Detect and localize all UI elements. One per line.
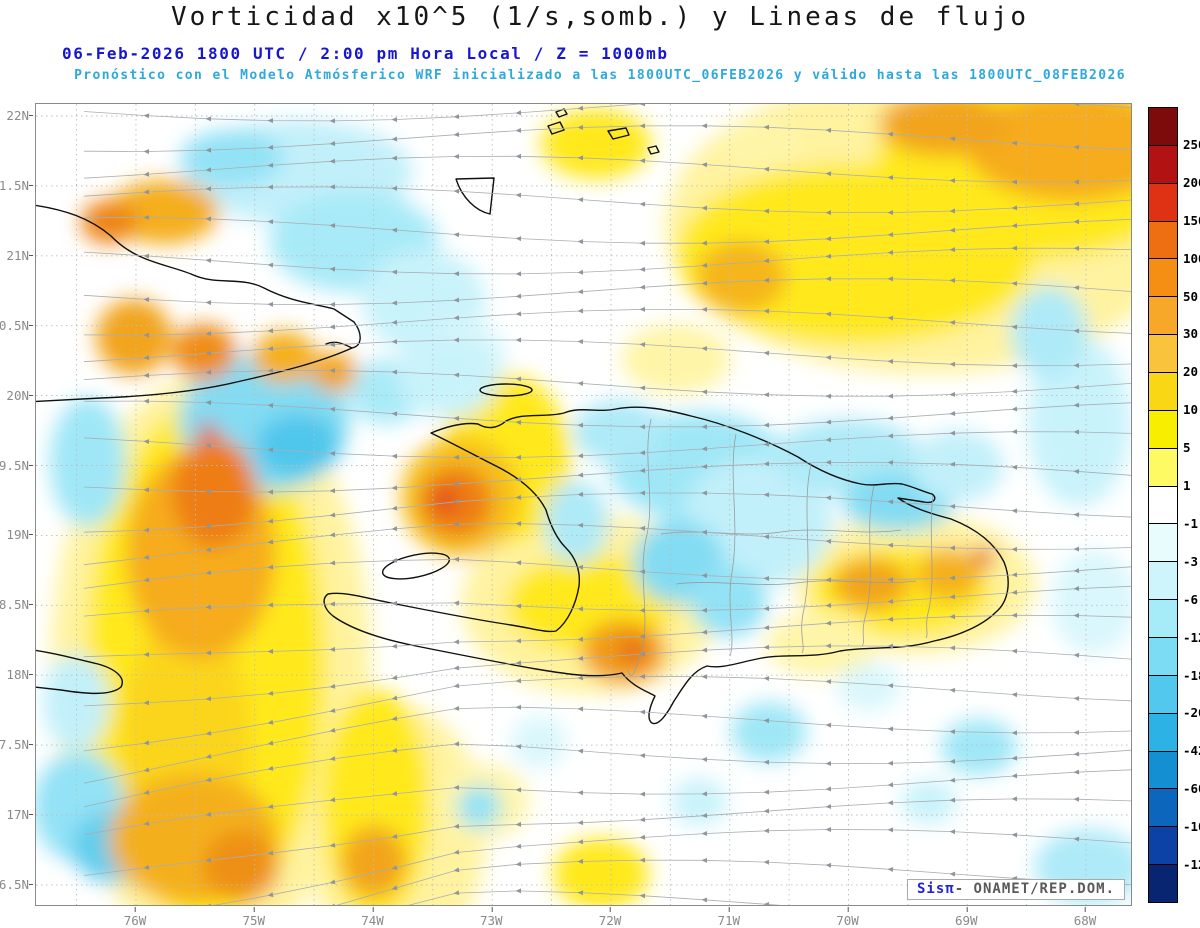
longitude-axis: 76W 75W 74W 73W 72W 71W 70W 69W 68W <box>35 907 1130 928</box>
colorbar-level-label: 1 <box>1183 478 1191 494</box>
colorbar-segment <box>1149 448 1177 487</box>
colorbar-segment <box>1149 865 1177 903</box>
streamline <box>83 585 1131 617</box>
lat-tick-label: 7.5N <box>0 737 34 753</box>
streamline <box>83 104 1131 124</box>
lat-tick-label: 22N <box>6 108 33 123</box>
colorbar-segment <box>1149 183 1177 222</box>
model-info-line: Pronóstico con el Modelo Atmósferico WRF… <box>74 68 1126 83</box>
lat-tick-label: 20N <box>6 387 33 403</box>
colorbar-level-label: -12 <box>1183 629 1200 645</box>
streamline <box>83 123 1131 154</box>
colorbar-segment <box>1149 562 1177 601</box>
colorbar-level-label: 50 <box>1183 288 1199 304</box>
lon-tick-label: 69W <box>954 907 978 928</box>
colorbar-segment <box>1149 373 1177 411</box>
lon-tick-label: 71W <box>717 907 741 928</box>
streamline <box>83 521 1131 566</box>
lon-tick-label: 74W <box>361 907 384 928</box>
streamline <box>83 184 1131 216</box>
valid-time-line: 06-Feb-2026 1800 UTC / 2:00 pm Hora Loca… <box>62 44 669 63</box>
colorbar-level-label: -60 <box>1183 781 1200 797</box>
colorbar-segment <box>1149 751 1177 790</box>
lat-tick-label: 8.5N <box>0 597 34 613</box>
colorbar-segment <box>1149 108 1177 146</box>
lat-tick-label: 9.5N <box>0 457 34 473</box>
streamline <box>143 888 1080 905</box>
colorbar-level-label: 5 <box>1183 440 1191 456</box>
colorbar-level-label: 150 <box>1183 212 1200 228</box>
colorbar-segment <box>1149 789 1177 828</box>
colorbar-segment <box>1149 145 1177 184</box>
colorbar-level-label: -100 <box>1183 819 1200 835</box>
colorbar-level-label: 20 <box>1183 364 1199 380</box>
lat-tick-label: 18N <box>6 667 33 683</box>
colorbar-segment <box>1149 486 1177 525</box>
lat-tick-label: 6.5N <box>0 876 34 892</box>
colorbar-segment <box>1149 524 1177 563</box>
colorbar-level-label: 100 <box>1183 250 1200 266</box>
latitude-axis: 22N 1.5N 21N 0.5N 20N 9.5N 19N 8.5N 18N 7.5N 17N 6.… <box>0 103 34 904</box>
colorbar-level-label: 30 <box>1183 326 1199 342</box>
colorbar-level-label: 200 <box>1183 174 1200 190</box>
colorbar-level-label: -120 <box>1183 857 1200 873</box>
colorbar <box>1148 107 1178 903</box>
page-title: Vorticidad x10^5 (1/s,somb.) y Lineas de… <box>170 2 1030 32</box>
colorbar-segment <box>1149 335 1177 374</box>
colorbar-level-label: -1 <box>1183 515 1199 531</box>
colorbar-level-label: -42 <box>1183 743 1200 759</box>
streamlines-layer <box>83 104 1131 905</box>
colorbar-segment <box>1149 600 1177 639</box>
colorbar-segment <box>1149 259 1177 298</box>
streamline <box>83 276 1131 307</box>
colorbar-level-label: 10 <box>1183 402 1199 418</box>
branding-org-name: - ONAMET/REP.DOM. <box>954 881 1115 897</box>
map-canvas: Sisπ- ONAMET/REP.DOM. <box>35 103 1132 906</box>
lon-tick-label: 72W <box>598 907 622 928</box>
streamline <box>83 245 1131 277</box>
streamline <box>83 368 1131 399</box>
lat-tick-label: 0.5N <box>0 317 34 333</box>
streamline <box>83 429 1131 460</box>
streamline <box>83 153 1131 185</box>
streamline <box>83 337 1131 369</box>
vorticity-shading-layer <box>36 104 1131 905</box>
branding-app-name: Sisπ <box>916 881 955 897</box>
colorbar-segment <box>1149 827 1177 866</box>
lon-tick-label: 70W <box>836 907 859 928</box>
branding-box: Sisπ- ONAMET/REP.DOM. <box>906 879 1125 900</box>
colorbar-labels: 250 200 150 100 50 30 20 10 5 1 -1 -3 -6 -12 -18 -26 -42… <box>1183 107 1200 903</box>
lat-tick-label: 21N <box>6 247 33 263</box>
colorbar-segment <box>1149 297 1177 336</box>
colorbar-level-label: 250 <box>1183 136 1200 152</box>
lat-tick-label: 17N <box>6 807 33 822</box>
lat-tick-label: 19N <box>6 527 33 543</box>
lon-tick-label: 76W <box>123 907 147 928</box>
colorbar-segment <box>1149 410 1177 449</box>
colorbar-swatches <box>1149 108 1177 903</box>
streamline <box>83 398 1131 430</box>
colorbar-segment <box>1149 675 1177 714</box>
colorbar-level-label: -3 <box>1183 553 1199 569</box>
vorticity-streamline-map <box>36 104 1131 905</box>
streamline <box>83 556 1131 589</box>
streamline <box>83 306 1131 338</box>
lon-tick-label: 68W <box>1073 907 1097 928</box>
colorbar-level-label: -18 <box>1183 667 1200 683</box>
lon-tick-label: 73W <box>479 907 503 928</box>
lon-tick-label: 75W <box>242 907 266 928</box>
streamline <box>83 215 1131 246</box>
lat-tick-label: 1.5N <box>0 177 34 193</box>
colorbar-segment <box>1149 638 1177 676</box>
colorbar-level-label: -6 <box>1183 591 1199 607</box>
colorbar-segment <box>1149 221 1177 260</box>
colorbar-segment <box>1149 713 1177 752</box>
streamline <box>143 857 1131 905</box>
colorbar-level-label: -26 <box>1183 705 1200 721</box>
